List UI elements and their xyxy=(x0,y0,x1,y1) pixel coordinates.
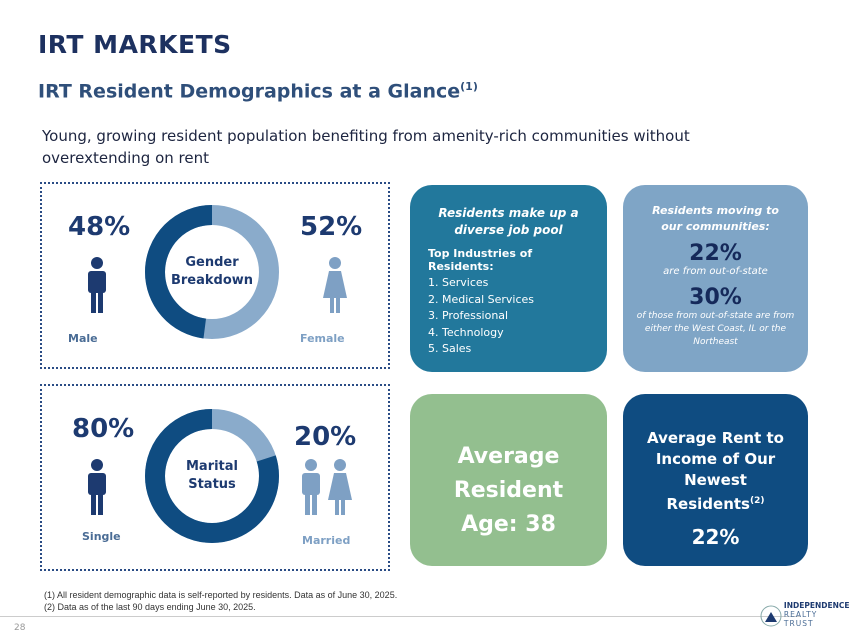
logo-line1: INDEPENDENCE xyxy=(783,600,850,610)
moving-title: Residents moving to our communities: xyxy=(652,204,779,233)
rent-line: Newest xyxy=(684,471,747,489)
female-percent: 52% xyxy=(300,212,363,242)
rent-line: Income of Our xyxy=(655,450,776,468)
rent-line: Residents xyxy=(666,495,750,513)
donut-center-line2: Status xyxy=(188,477,236,492)
gender-panel: 48% 52% Male Female Gender Breakdown xyxy=(40,182,390,369)
average-age-card: Average Resident Age: 38 xyxy=(410,394,607,566)
industry-item: 3. Professional xyxy=(428,309,509,322)
page-title: IRT Resident Demographics at a Glance(1) xyxy=(38,80,478,102)
couple-icon xyxy=(302,459,352,515)
footer-divider xyxy=(0,616,800,617)
donut-center-line2: Breakdown xyxy=(170,273,254,288)
region-percent: 30% xyxy=(689,285,742,310)
female-icon xyxy=(323,257,347,313)
region-text: of those from out-of-state are from eith… xyxy=(636,311,795,347)
rent-footnote: (2) xyxy=(749,496,765,506)
footnote-1: (1) All resident demographic data is sel… xyxy=(44,590,398,600)
age-line: Average xyxy=(457,444,560,469)
male-percent: 48% xyxy=(68,212,131,242)
married-label: Married xyxy=(302,534,351,547)
out-of-state-text: are from out-of-state xyxy=(663,266,768,277)
married-percent: 20% xyxy=(294,422,357,452)
female-label: Female xyxy=(300,332,345,345)
industry-item: 5. Sales xyxy=(428,342,472,355)
donut-center-line1: Gender xyxy=(185,255,239,270)
single-person-icon xyxy=(88,459,106,515)
rent-line: Average Rent to xyxy=(647,429,784,447)
single-label: Single xyxy=(82,530,121,543)
subtitle: Young, growing resident population benef… xyxy=(42,127,690,167)
donut-center-line1: Marital xyxy=(185,459,239,474)
industry-item: 2. Medical Services xyxy=(428,292,535,306)
industry-item: 1. Services xyxy=(428,276,489,289)
footnote-2: (2) Data as of the last 90 days ending J… xyxy=(44,602,256,612)
single-percent: 80% xyxy=(72,414,135,444)
donut-segment-primary xyxy=(145,409,279,543)
marital-donut xyxy=(145,409,279,543)
job-pool-title: Residents make up a diverse job pool xyxy=(438,206,579,237)
page-number: 28 xyxy=(14,623,26,633)
company-logo: INDEPENDENCE REALTY TRUST xyxy=(760,600,850,628)
title-footnote: (1) xyxy=(460,80,478,93)
rent-income-card: Average Rent to Income of Our Newest Res… xyxy=(623,394,808,566)
donut-segment-primary xyxy=(145,205,279,339)
section-title: IRT MARKETS xyxy=(38,30,232,59)
rent-value: 22% xyxy=(691,525,740,549)
marital-panel: 80% 20% Single Married Marital Status xyxy=(40,384,390,571)
male-label: Male xyxy=(68,332,98,345)
age-line: Resident xyxy=(453,478,564,503)
out-of-state-percent: 22% xyxy=(689,241,742,266)
moving-card: Residents moving to our communities: 22%… xyxy=(623,185,808,372)
industry-item: 4. Technology xyxy=(428,325,504,339)
job-pool-card: Residents make up a diverse job pool Top… xyxy=(410,185,607,372)
age-line: Age: 38 xyxy=(461,512,556,537)
logo-mark-icon xyxy=(760,605,782,627)
gender-donut xyxy=(145,205,279,339)
male-icon xyxy=(88,257,106,313)
industries-heading: Top Industries of Residents: xyxy=(428,247,533,273)
page-title-text: IRT Resident Demographics at a Glance xyxy=(38,80,461,103)
logo-line2: REALTY TRUST xyxy=(783,609,818,628)
